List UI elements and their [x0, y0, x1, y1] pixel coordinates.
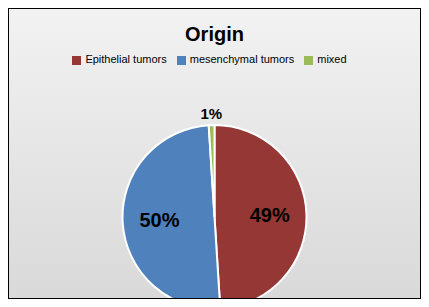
html-text:Origin: Origin — [185, 23, 244, 45]
svg-text:50%: 50% — [139, 209, 179, 231]
html-text:mesenchymal tumors: mesenchymal tumors — [189, 53, 295, 65]
html-text:Epithelial tumors: Epithelial tumors — [85, 53, 167, 65]
svg-text:49%: 49% — [250, 204, 290, 226]
html-text:mixed: mixed — [317, 53, 347, 65]
svg-text:1%: 1% — [200, 105, 222, 122]
